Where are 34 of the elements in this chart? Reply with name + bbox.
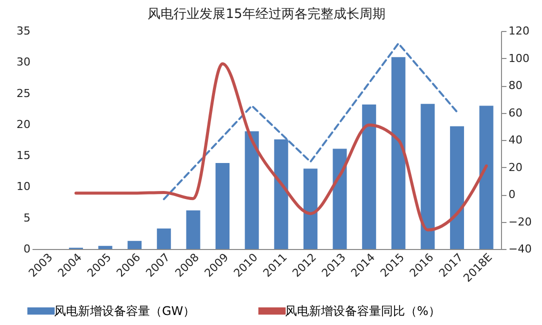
y-tick-label: 25 <box>16 86 30 100</box>
y-tick-label: 10 <box>16 180 30 194</box>
bar <box>479 106 494 249</box>
line-series <box>74 62 488 232</box>
y2-tick-label: 60 <box>508 106 522 120</box>
bar <box>98 246 112 249</box>
y2-tick-label: −40 <box>508 242 532 256</box>
bar <box>128 240 142 249</box>
bar <box>391 57 406 249</box>
bar <box>450 126 464 249</box>
y2-tick-label: 80 <box>508 79 522 92</box>
y-tick-label: 35 <box>16 24 30 38</box>
y2-tick-label: 0 <box>508 188 516 201</box>
y-tick-label: 5 <box>24 211 30 224</box>
y2-tick-label: 40 <box>508 134 522 146</box>
y-tick-label: 15 <box>16 149 30 162</box>
bar <box>362 104 376 249</box>
chart-title: 风电行业发展15年经过两各完整成长周期 <box>148 6 386 22</box>
y2-tick-label: 20 <box>508 160 522 174</box>
y2-tick-label: 120 <box>508 24 530 38</box>
y-tick-label: 20 <box>16 118 30 131</box>
legend-label: 风电新增设备容量同比（%） <box>285 304 440 318</box>
bar <box>332 148 347 249</box>
bar <box>186 210 200 249</box>
bar <box>420 104 435 249</box>
y-tick-label: 0 <box>24 242 30 256</box>
y2-tick-label: 100 <box>508 52 530 65</box>
bar <box>244 131 259 249</box>
legend-label: 风电新增设备容量（GW） <box>54 304 196 318</box>
bar <box>303 168 318 249</box>
bar <box>216 163 230 249</box>
y-tick-label: 30 <box>16 56 30 69</box>
y2-tick-label: −20 <box>508 215 532 228</box>
bar <box>156 228 171 249</box>
